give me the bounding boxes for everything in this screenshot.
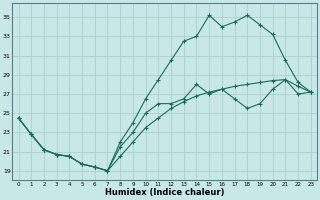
X-axis label: Humidex (Indice chaleur): Humidex (Indice chaleur) [105, 188, 224, 197]
